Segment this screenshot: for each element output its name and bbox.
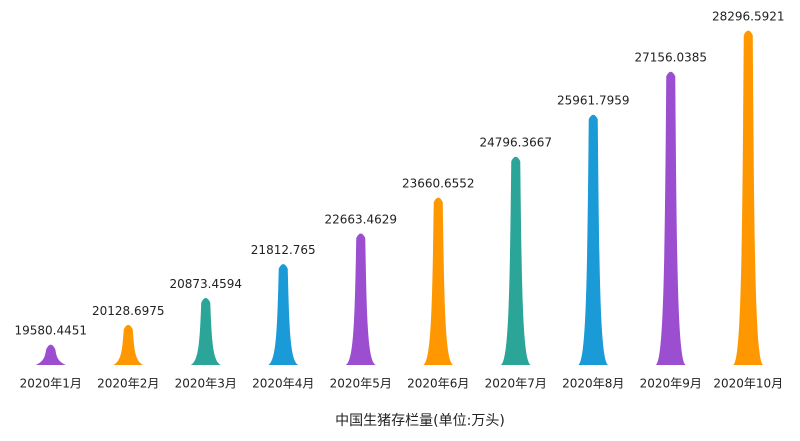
bar	[345, 233, 376, 365]
x-tick-label: 2020年10月	[713, 377, 783, 391]
x-tick-label: 2020年4月	[252, 377, 314, 391]
bar	[655, 71, 686, 365]
bar	[423, 197, 454, 365]
value-label: 28296.5921	[712, 10, 785, 24]
x-tick-label: 2020年9月	[640, 377, 702, 391]
value-label: 25961.7959	[557, 94, 630, 108]
bar	[190, 298, 221, 365]
x-tick-label: 2020年7月	[485, 377, 547, 391]
value-label: 20873.4594	[169, 277, 242, 291]
value-label: 22663.4629	[324, 213, 397, 227]
value-label: 24796.3667	[479, 136, 552, 150]
x-tick-label: 2020年2月	[97, 377, 159, 391]
value-label: 23660.6552	[402, 177, 475, 191]
bar	[500, 156, 531, 365]
x-axis-title: 中国生猪存栏量(单位:万头)	[335, 413, 505, 429]
bar	[35, 344, 66, 365]
x-tick-label: 2020年3月	[175, 377, 237, 391]
x-tick-label: 2020年8月	[562, 377, 624, 391]
x-tick-label: 2020年5月	[330, 377, 392, 391]
value-label: 21812.765	[251, 243, 316, 257]
bar	[113, 324, 144, 365]
value-label: 19580.4451	[14, 324, 87, 338]
value-label: 20128.6975	[92, 304, 165, 318]
bar	[733, 30, 764, 366]
x-tick-label: 2020年1月	[20, 377, 82, 391]
bar	[578, 114, 609, 365]
value-label: 27156.0385	[634, 51, 707, 65]
x-tick-label: 2020年6月	[407, 377, 469, 391]
bar	[268, 264, 299, 365]
